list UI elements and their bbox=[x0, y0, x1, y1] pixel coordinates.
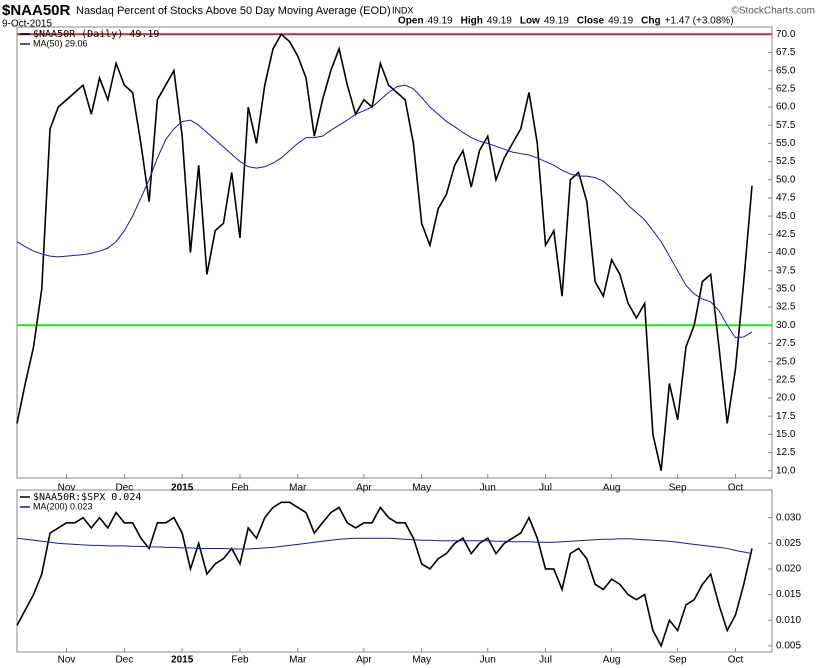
y-tick-label: 12.5 bbox=[776, 447, 796, 458]
x-tick-label: Jul bbox=[539, 483, 552, 494]
quote-label: Close bbox=[577, 16, 605, 27]
y-tick-label: 30.0 bbox=[776, 320, 796, 331]
x-tick-label: Sep bbox=[669, 655, 687, 666]
description: Nasdaq Percent of Stocks Above 50 Day Mo… bbox=[76, 5, 391, 17]
x-tick-label: Aug bbox=[603, 655, 621, 666]
quote: Open 49.19 High 49.19 Low 49.19 Close 49.19 Chg +… bbox=[398, 16, 734, 27]
y-tick-label: 55.0 bbox=[776, 138, 796, 149]
y-tick-label: 22.5 bbox=[776, 374, 796, 385]
y-tick-label: 60.0 bbox=[776, 102, 796, 113]
x-tick-label: Dec bbox=[115, 483, 133, 494]
x-tick-label: Jun bbox=[480, 655, 496, 666]
series-line bbox=[16, 501, 753, 648]
y-tick-label: 20.0 bbox=[776, 393, 796, 404]
watermark: ©StockCharts.com bbox=[731, 6, 815, 17]
x-tick-label: Mar bbox=[289, 655, 307, 666]
x-tick-label: Oct bbox=[728, 483, 744, 494]
y-tick-label: 47.5 bbox=[776, 193, 796, 204]
date: 9-Oct-2015 bbox=[2, 19, 52, 30]
quote-value: 49.19 bbox=[544, 16, 569, 27]
y-tick-label: 32.5 bbox=[776, 302, 796, 313]
y-tick-label: 65.0 bbox=[776, 65, 796, 76]
x-tick-label: Nov bbox=[58, 655, 76, 666]
x-tick-label: May bbox=[412, 483, 431, 494]
x-tick-label: Oct bbox=[728, 655, 744, 666]
symbol: $NAA50R bbox=[2, 2, 71, 19]
y-tick-label: 0.025 bbox=[776, 538, 801, 549]
x-tick-label: Apr bbox=[356, 483, 372, 494]
y-tick-label: 37.5 bbox=[776, 265, 796, 276]
series-line bbox=[16, 84, 753, 339]
legend-label: MA(50) 29.06 bbox=[33, 38, 88, 48]
quote-value: 49.19 bbox=[608, 16, 633, 27]
x-tick-label: Nov bbox=[58, 483, 76, 494]
y-tick-label: 45.0 bbox=[776, 211, 796, 222]
y-tick-label: 40.0 bbox=[776, 247, 796, 258]
quote-value: 49.19 bbox=[428, 16, 453, 27]
y-tick-label: 10.0 bbox=[776, 465, 796, 476]
x-tick-label: 2015 bbox=[171, 483, 194, 494]
x-tick-label: Feb bbox=[231, 655, 249, 666]
quote-label: Chg bbox=[641, 16, 660, 27]
x-tick-label: Jun bbox=[480, 483, 496, 494]
quote-label: Low bbox=[520, 16, 540, 27]
x-tick-label: Jul bbox=[539, 655, 552, 666]
quote-label: Open bbox=[398, 16, 424, 27]
quote-value: +1.47 (+3.08%) bbox=[665, 16, 734, 27]
x-tick-label: Apr bbox=[356, 655, 372, 666]
x-tick-label: Dec bbox=[115, 655, 133, 666]
x-tick-label: 2015 bbox=[171, 655, 194, 666]
y-tick-label: 17.5 bbox=[776, 411, 796, 422]
y-tick-label: 57.5 bbox=[776, 120, 796, 131]
y-tick-label: 0.030 bbox=[776, 512, 801, 523]
y-tick-label: 67.5 bbox=[776, 47, 796, 58]
series-line bbox=[16, 33, 753, 471]
series-line bbox=[16, 537, 753, 555]
y-tick-label: 0.015 bbox=[776, 589, 801, 600]
y-tick-label: 25.0 bbox=[776, 356, 796, 367]
x-tick-label: May bbox=[412, 655, 431, 666]
y-tick-label: 50.0 bbox=[776, 174, 796, 185]
quote-label: High bbox=[461, 16, 483, 27]
x-tick-label: Sep bbox=[669, 483, 687, 494]
bottom-panel-frame bbox=[16, 489, 773, 653]
quote-value: 49.19 bbox=[487, 16, 512, 27]
y-tick-label: 52.5 bbox=[776, 156, 796, 167]
y-tick-label: 0.005 bbox=[776, 640, 801, 651]
x-tick-label: Mar bbox=[289, 483, 307, 494]
y-tick-label: 62.5 bbox=[776, 83, 796, 94]
y-tick-label: 0.010 bbox=[776, 615, 801, 626]
y-tick-label: 0.020 bbox=[776, 564, 801, 575]
y-tick-label: 70.0 bbox=[776, 29, 796, 40]
x-tick-label: Feb bbox=[231, 483, 249, 494]
legend-label: MA(200) 0.023 bbox=[33, 501, 93, 511]
legend-label: $NAA50R (Daily) 49.19 bbox=[33, 29, 159, 40]
y-tick-label: 42.5 bbox=[776, 229, 796, 240]
y-tick-label: 27.5 bbox=[776, 338, 796, 349]
x-tick-label: Aug bbox=[603, 483, 621, 494]
exchange: INDX bbox=[392, 5, 414, 15]
y-tick-label: 15.0 bbox=[776, 429, 796, 440]
y-tick-label: 35.0 bbox=[776, 284, 796, 295]
top-panel-frame bbox=[16, 26, 773, 479]
legend-label: $NAA50R:$SPX 0.024 bbox=[33, 492, 141, 503]
